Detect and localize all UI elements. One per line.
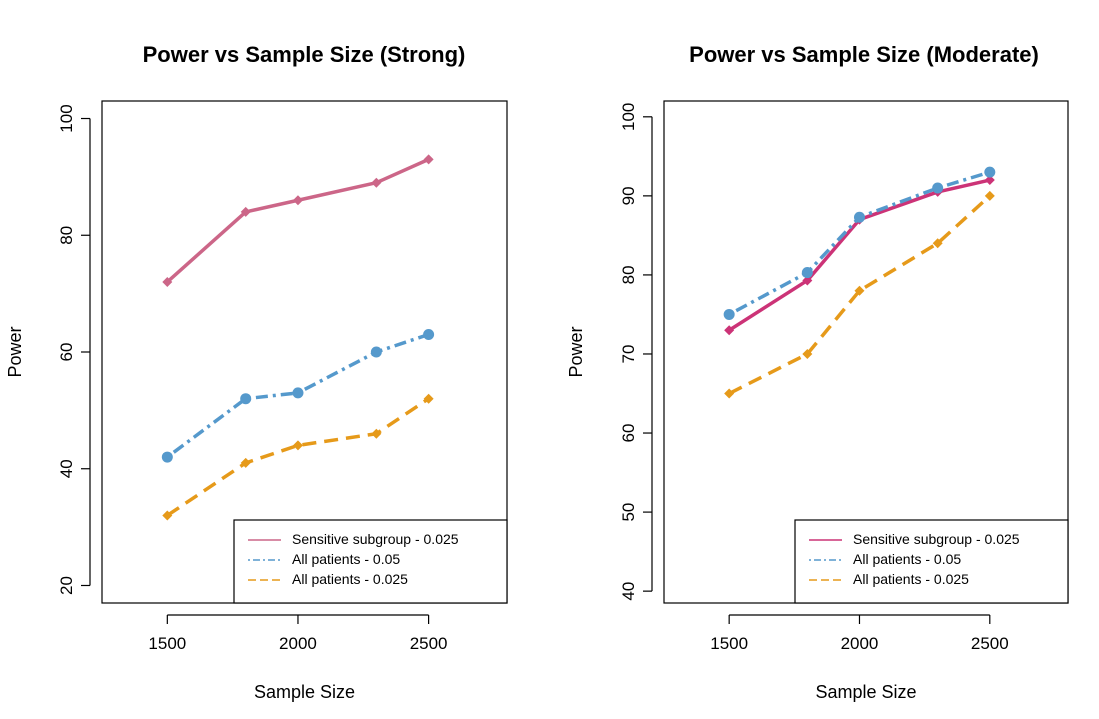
x-axis: 1500 2000 2500 bbox=[710, 614, 1009, 653]
series-line bbox=[166, 157, 430, 284]
x-tick-label: 2000 bbox=[841, 634, 879, 653]
data-point bbox=[724, 325, 735, 336]
y-tick-label: 90 bbox=[619, 186, 638, 205]
data-point bbox=[984, 190, 995, 201]
data-point bbox=[423, 393, 434, 404]
y-tick-label: 60 bbox=[619, 424, 638, 443]
y-axis: 40 50 60 70 80 90 100 bbox=[619, 103, 653, 601]
data-point bbox=[240, 393, 252, 405]
x-tick-label: 2500 bbox=[410, 634, 448, 653]
series-2 bbox=[723, 166, 996, 320]
x-axis: 1500 2000 2500 bbox=[148, 614, 448, 653]
data-point bbox=[292, 195, 303, 206]
y-tick-label: 20 bbox=[57, 576, 76, 595]
data-point bbox=[371, 428, 382, 439]
data-point bbox=[802, 275, 813, 286]
y-axis: 20 40 60 80 100 bbox=[57, 104, 91, 595]
data-point bbox=[423, 328, 435, 340]
data-point bbox=[423, 154, 434, 165]
data-point bbox=[240, 206, 251, 217]
legend-label: All patients - 0.05 bbox=[853, 551, 961, 567]
legend-label: All patients - 0.025 bbox=[853, 571, 969, 587]
data-point bbox=[802, 348, 813, 359]
chart-panel-2: Power vs Sample Size (Moderate) 1500 2000 2… bbox=[566, 42, 1069, 702]
series-2 bbox=[161, 328, 435, 463]
y-tick-label: 100 bbox=[619, 103, 638, 131]
series-line bbox=[728, 178, 991, 332]
data-point bbox=[724, 388, 735, 399]
data-point bbox=[984, 166, 996, 178]
data-point bbox=[162, 510, 173, 521]
legend: Sensitive subgroup - 0.025 All patients -… bbox=[794, 519, 1069, 604]
chart-title: Power vs Sample Size (Moderate) bbox=[689, 42, 1039, 67]
data-point bbox=[801, 267, 813, 279]
data-point bbox=[932, 238, 943, 249]
series-3 bbox=[162, 393, 434, 521]
series-1 bbox=[162, 154, 434, 287]
x-tick-label: 2500 bbox=[971, 634, 1009, 653]
data-point bbox=[854, 285, 865, 296]
legend-box bbox=[794, 519, 1069, 604]
data-point bbox=[292, 387, 304, 399]
y-axis-label: Power bbox=[5, 326, 25, 377]
y-tick-label: 60 bbox=[57, 343, 76, 362]
data-point bbox=[723, 308, 735, 320]
y-tick-label: 50 bbox=[619, 503, 638, 522]
data-point bbox=[240, 457, 251, 468]
legend-box bbox=[233, 519, 508, 604]
x-tick-label: 1500 bbox=[710, 634, 748, 653]
series-1 bbox=[724, 175, 995, 336]
chart-panel-1: Power vs Sample Size (Strong) 1500 2000 250… bbox=[5, 42, 508, 702]
y-axis-label: Power bbox=[566, 326, 586, 377]
legend-label: All patients - 0.05 bbox=[292, 551, 400, 567]
x-tick-label: 2000 bbox=[279, 634, 317, 653]
data-point bbox=[161, 451, 173, 463]
legend-label: All patients - 0.025 bbox=[292, 571, 408, 587]
y-tick-label: 80 bbox=[619, 265, 638, 284]
y-tick-label: 80 bbox=[57, 226, 76, 245]
data-point bbox=[984, 175, 995, 186]
y-tick-label: 70 bbox=[619, 345, 638, 364]
data-point bbox=[853, 211, 865, 223]
chart-title: Power vs Sample Size (Strong) bbox=[143, 42, 466, 67]
data-point bbox=[162, 276, 173, 287]
legend-label: Sensitive subgroup - 0.025 bbox=[292, 531, 459, 547]
x-axis-label: Sample Size bbox=[815, 682, 916, 702]
x-axis-label: Sample Size bbox=[254, 682, 355, 702]
series-3 bbox=[724, 190, 995, 399]
y-tick-label: 100 bbox=[57, 104, 76, 132]
y-tick-label: 40 bbox=[57, 459, 76, 478]
legend: Sensitive subgroup - 0.025 All patients -… bbox=[233, 519, 508, 604]
data-point bbox=[292, 440, 303, 451]
x-tick-label: 1500 bbox=[148, 634, 186, 653]
legend-label: Sensitive subgroup - 0.025 bbox=[853, 531, 1020, 547]
y-tick-label: 40 bbox=[619, 582, 638, 601]
series-line bbox=[166, 397, 430, 517]
data-point bbox=[370, 346, 382, 358]
data-point bbox=[371, 177, 382, 188]
data-point bbox=[932, 182, 944, 194]
